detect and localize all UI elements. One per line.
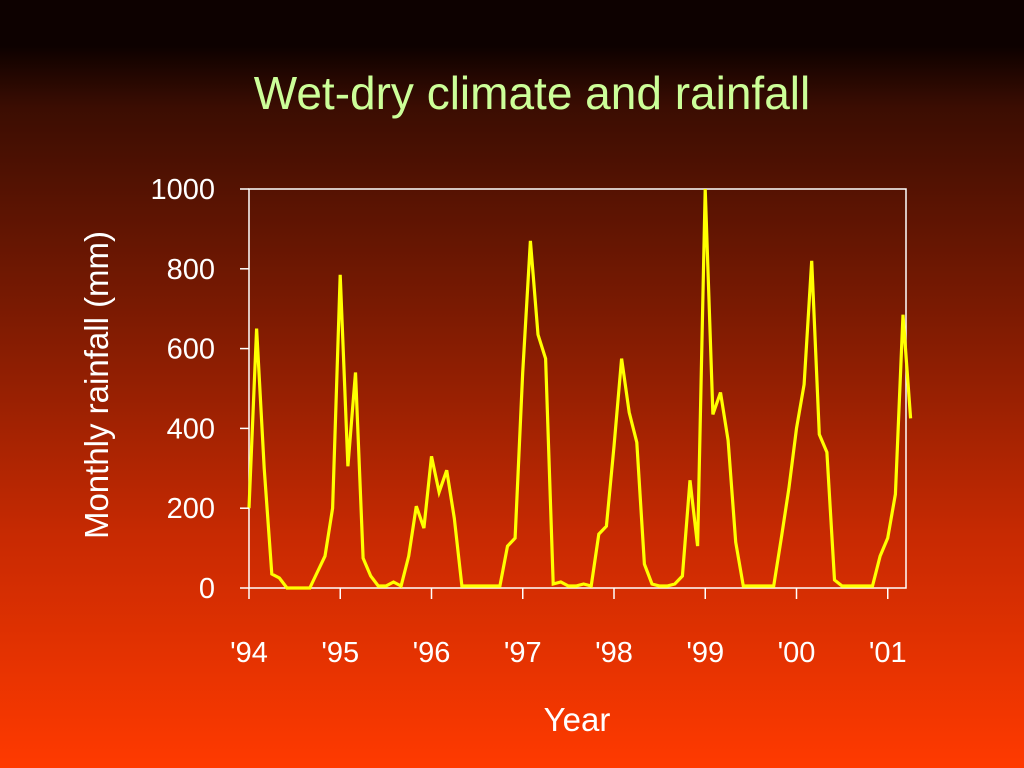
- y-tick-label: 600: [167, 334, 215, 366]
- x-tick-label: '99: [686, 637, 724, 669]
- x-axis-title: Year: [544, 701, 611, 738]
- y-axis-title: Monthly rainfall (mm): [78, 231, 115, 539]
- x-tick-label: '97: [504, 637, 542, 669]
- slide-title: Wet-dry climate and rainfall: [253, 67, 811, 119]
- rainfall-series-line: [247, 188, 913, 590]
- y-tick-label: 200: [167, 493, 215, 525]
- x-tick-label: '96: [413, 637, 451, 669]
- x-tick-label: '00: [778, 637, 816, 669]
- y-tick-label: 400: [167, 413, 215, 445]
- y-tick-label: 800: [167, 254, 215, 286]
- plot-area-frame: [248, 188, 907, 589]
- x-tick-label: '95: [321, 637, 359, 669]
- x-tick-label: '94: [230, 637, 268, 669]
- x-tick-label: '98: [595, 637, 633, 669]
- y-tick-label: 1000: [150, 174, 215, 206]
- y-tick-label: 0: [199, 573, 215, 605]
- x-tick-label: '01: [869, 637, 907, 669]
